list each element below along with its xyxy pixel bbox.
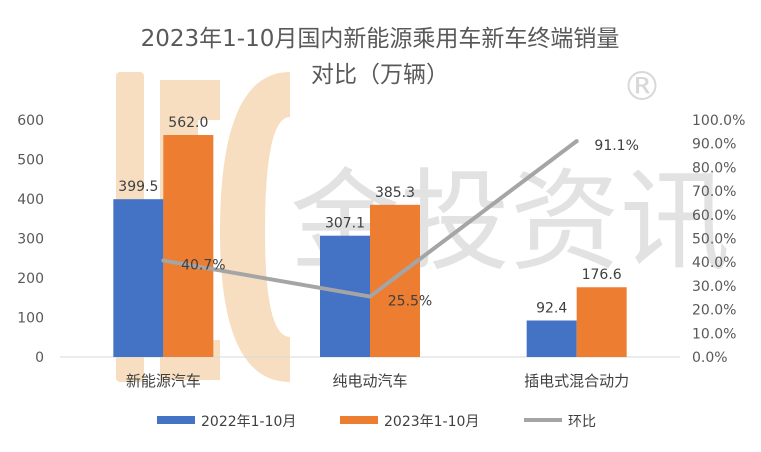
- right-axis-tick: 60.0%: [692, 208, 736, 224]
- bar-data-label: 399.5: [118, 179, 158, 195]
- line-data-label: 91.1%: [594, 138, 638, 154]
- right-axis-tick: 0.0%: [692, 350, 728, 366]
- left-axis-ticks: 0 100 200 300 400 500 600: [17, 113, 44, 366]
- left-axis-tick: 400: [17, 192, 44, 208]
- chart-title-line1: 2023年1-10月国内新能源乘用车新车终端销量: [141, 26, 620, 52]
- bar: [526, 320, 577, 357]
- category-label: 新能源汽车: [126, 372, 201, 390]
- bar-data-label: 92.4: [536, 301, 567, 317]
- right-axis-ticks: 0.0% 10.0% 20.0% 30.0% 40.0% 50.0% 60.0% 70.0% 8…: [692, 113, 745, 366]
- right-axis-tick: 70.0%: [692, 184, 736, 200]
- line-series: [161, 139, 579, 299]
- left-axis-tick: 200: [17, 271, 44, 287]
- data-labels: 399.5 562.0 307.1 385.3 92.4 176.6 40.7% 25.5% 9…: [118, 115, 639, 316]
- right-axis-tick: 10.0%: [692, 326, 736, 342]
- legend: 2022年1-10月 2023年1-10月 环比: [157, 414, 596, 430]
- left-axis-tick: 0: [35, 350, 44, 366]
- watermark-registered-mark: ®: [622, 64, 662, 110]
- right-axis-tick: 20.0%: [692, 303, 736, 319]
- left-axis-tick: 600: [17, 113, 44, 129]
- right-axis-tick: 90.0%: [692, 137, 736, 153]
- bars: [113, 135, 627, 357]
- bar-data-label: 307.1: [325, 216, 365, 232]
- bar: [370, 204, 420, 357]
- category-label: 纯电动汽车: [332, 372, 407, 390]
- legend-label-2023: 2023年1-10月: [384, 414, 479, 430]
- right-axis-tick: 50.0%: [692, 232, 736, 248]
- left-axis-tick: 300: [17, 232, 44, 248]
- bar-data-label: 562.0: [168, 115, 208, 131]
- line-data-label: 40.7%: [181, 258, 225, 274]
- left-axis-tick: 500: [17, 153, 44, 169]
- right-axis-tick: 100.0%: [692, 113, 745, 129]
- legend-label-mom: 环比: [568, 414, 596, 430]
- line-point: [161, 258, 166, 263]
- bar: [576, 287, 627, 357]
- bar-data-label: 385.3: [375, 185, 415, 201]
- bar-data-label: 176.6: [582, 267, 622, 283]
- right-axis-tick: 30.0%: [692, 279, 736, 295]
- line-point: [368, 294, 372, 299]
- legend-swatch-2023: [340, 416, 378, 424]
- legend-label-2022: 2022年1-10月: [201, 414, 296, 430]
- bar: [163, 135, 214, 357]
- left-axis-tick: 100: [17, 311, 44, 327]
- chart-title-line2: 对比（万辆）: [311, 62, 449, 88]
- right-axis-tick: 40.0%: [692, 255, 736, 271]
- category-label: 插电式混合动力: [524, 372, 629, 390]
- legend-swatch-2022: [157, 416, 195, 424]
- right-axis-tick: 80.0%: [692, 160, 736, 176]
- bar: [113, 199, 164, 357]
- line-data-label: 25.5%: [388, 294, 432, 310]
- line-point: [574, 139, 579, 144]
- category-labels: 新能源汽车 纯电动汽车 插电式混合动力: [126, 372, 629, 390]
